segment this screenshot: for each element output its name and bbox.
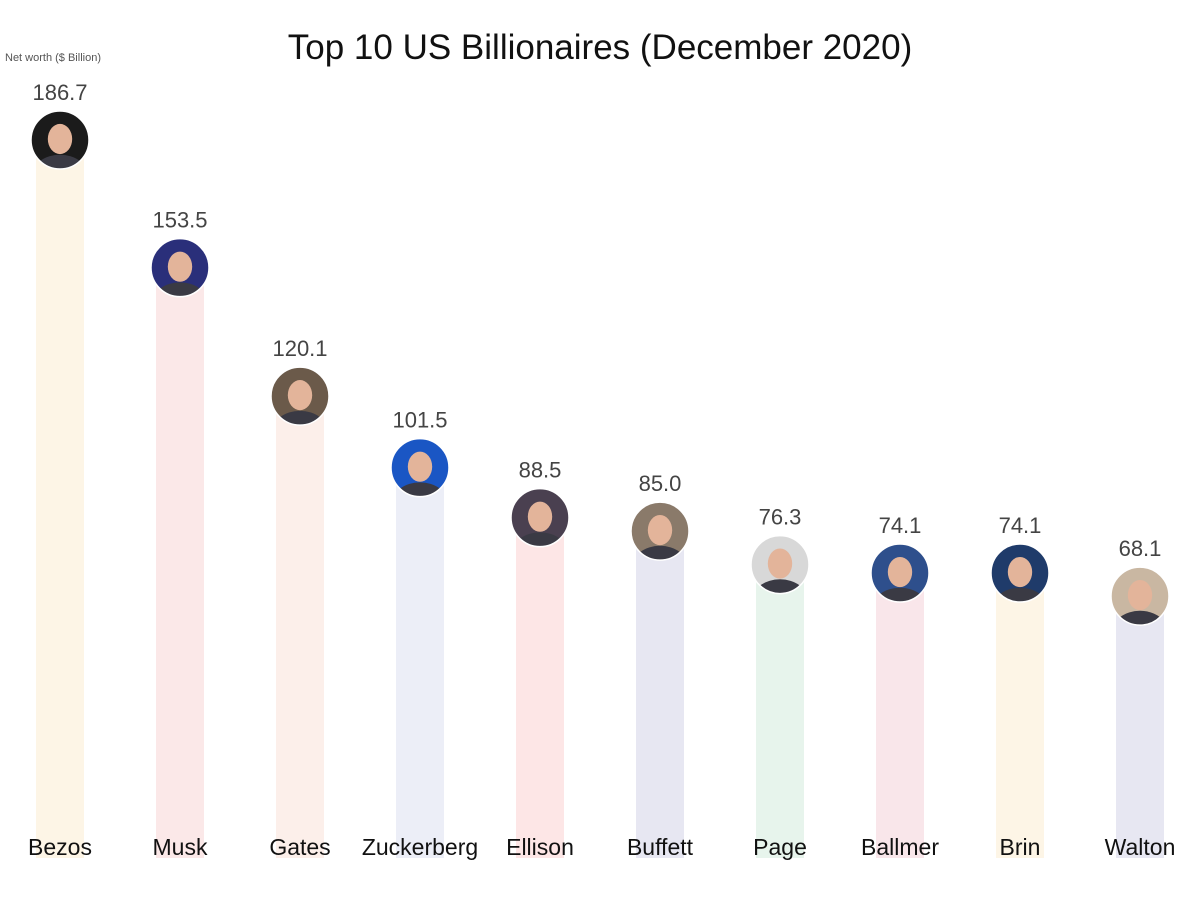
category-labels-layer: Bezos Musk Gates Zuckerberg Ellison Buffett Pa… xyxy=(28,834,1175,860)
avatar-ring xyxy=(270,366,330,426)
chart-title: Top 10 US Billionaires (December 2020) xyxy=(287,28,913,67)
bar-buffett xyxy=(636,531,684,858)
value-label-bezos: 186.7 xyxy=(32,80,87,105)
category-label-gates: Gates xyxy=(269,834,330,860)
bar-zuckerberg xyxy=(396,467,444,858)
category-label-bezos: Bezos xyxy=(28,834,92,860)
value-label-brin: 74.1 xyxy=(999,513,1042,538)
value-label-musk: 153.5 xyxy=(152,208,207,233)
bar-ballmer xyxy=(876,573,924,858)
bar-gates xyxy=(276,396,324,858)
category-label-zuckerberg: Zuckerberg xyxy=(362,834,478,860)
category-label-brin: Brin xyxy=(1000,834,1041,860)
bar-bezos xyxy=(36,140,84,858)
value-label-page: 76.3 xyxy=(759,505,802,530)
avatar-ring xyxy=(390,437,450,498)
avatar-ring xyxy=(1110,566,1170,626)
avatar-ring xyxy=(630,501,690,561)
category-label-ellison: Ellison xyxy=(506,834,574,860)
bar-brin xyxy=(996,573,1044,858)
bars-layer xyxy=(36,140,1164,859)
bar-walton xyxy=(1116,596,1164,858)
value-label-walton: 68.1 xyxy=(1119,536,1162,561)
bar-page xyxy=(756,564,804,858)
value-label-buffett: 85.0 xyxy=(639,471,682,496)
value-labels-layer: 186.7 153.5 120.1 101.5 88.5 85.0 76.3 74.1 74.1… xyxy=(32,80,1161,561)
value-label-ballmer: 74.1 xyxy=(879,513,922,538)
avatar-ring xyxy=(870,543,930,603)
y-axis-label: Net worth ($ Billion) xyxy=(5,52,101,64)
avatar-ring xyxy=(30,110,90,170)
avatar-ring xyxy=(990,543,1050,603)
bar-ellison xyxy=(516,517,564,858)
avatar-ring xyxy=(750,534,810,595)
value-label-ellison: 88.5 xyxy=(519,458,562,483)
avatar-ring xyxy=(150,237,210,298)
avatars-layer xyxy=(30,110,1170,626)
category-label-walton: Walton xyxy=(1105,834,1176,860)
category-label-ballmer: Ballmer xyxy=(861,834,939,860)
value-label-gates: 120.1 xyxy=(272,336,327,361)
value-label-zuckerberg: 101.5 xyxy=(392,408,447,433)
category-label-musk: Musk xyxy=(153,834,208,860)
avatar-ring xyxy=(510,487,570,548)
category-label-buffett: Buffett xyxy=(627,834,694,860)
category-label-page: Page xyxy=(753,834,807,860)
bar-musk xyxy=(156,267,204,859)
